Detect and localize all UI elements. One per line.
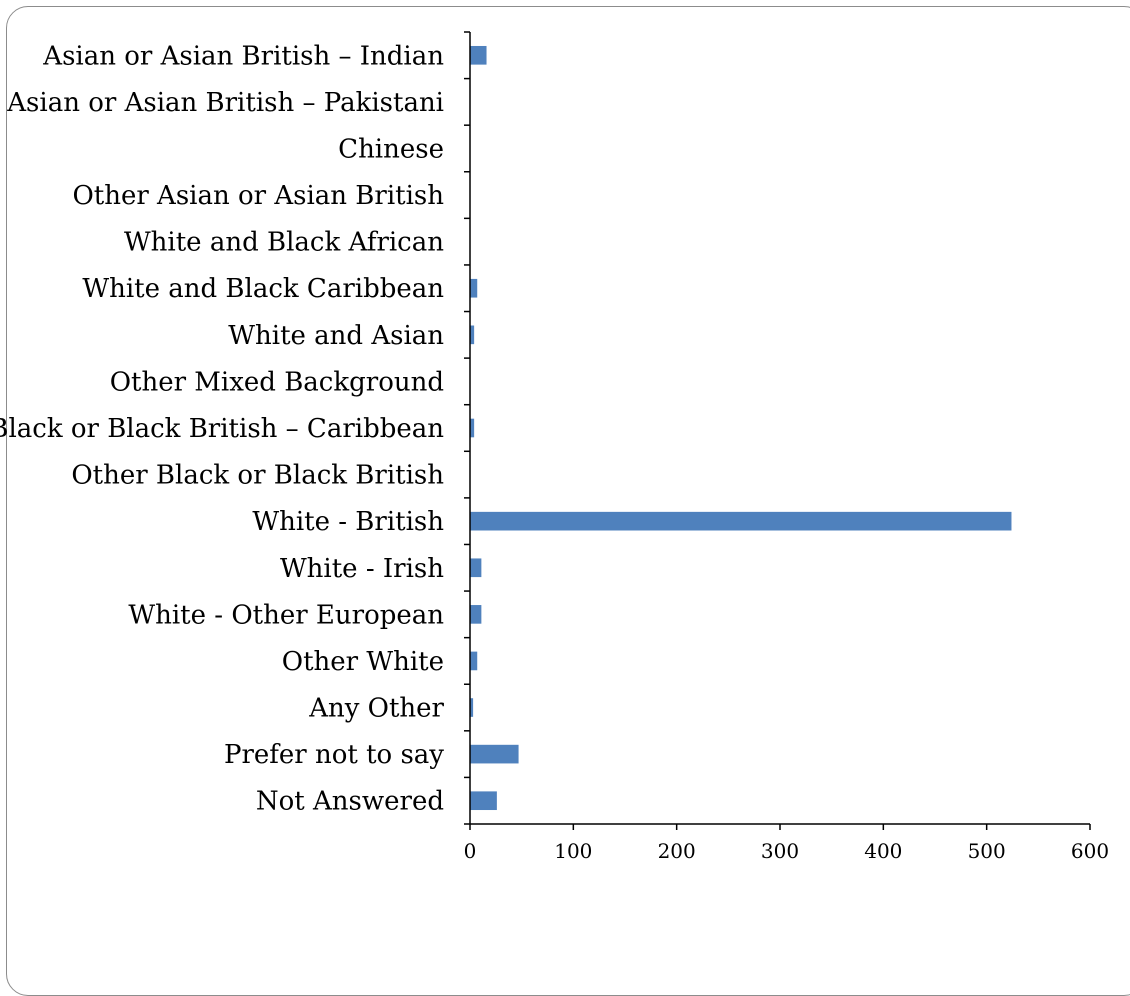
bar-12 bbox=[470, 605, 482, 624]
bar-8 bbox=[470, 418, 475, 438]
x-tick-label: 400 bbox=[864, 839, 902, 863]
category-label: Prefer not to say bbox=[224, 740, 444, 770]
category-label: White - Other European bbox=[128, 600, 444, 630]
bar-0 bbox=[470, 45, 487, 65]
category-label: White - British bbox=[252, 507, 444, 537]
bar-5 bbox=[470, 278, 478, 298]
category-label: White and Black African bbox=[124, 228, 444, 258]
category-label: White and Asian bbox=[228, 321, 444, 351]
category-labels-group: Asian or Asian British – Indian Asian or … bbox=[0, 41, 445, 816]
bar-11 bbox=[470, 558, 482, 578]
axes-group bbox=[464, 31, 1091, 830]
bars-group bbox=[470, 45, 1012, 811]
x-tick-label: 0 bbox=[464, 839, 477, 863]
bar-chart: Asian or Asian British – Indian Asian or … bbox=[0, 31, 1109, 863]
x-tick-label: 500 bbox=[968, 839, 1006, 863]
category-label: Asian or Asian British – Pakistani bbox=[6, 88, 444, 118]
category-label: Not Answered bbox=[256, 787, 444, 817]
category-label: Asian or Asian British – Indian bbox=[42, 41, 444, 71]
category-label: Other White bbox=[282, 647, 444, 677]
x-tick-label: 600 bbox=[1071, 839, 1109, 863]
category-label: Other Asian or Asian British bbox=[72, 181, 444, 211]
bar-16 bbox=[470, 791, 497, 811]
category-label: Other Mixed Background bbox=[110, 367, 444, 397]
bar-15 bbox=[470, 744, 519, 764]
category-label: White - Irish bbox=[280, 554, 444, 584]
bar-6 bbox=[470, 325, 475, 345]
chart-frame bbox=[6, 6, 1130, 996]
category-label: Any Other bbox=[308, 694, 444, 724]
category-label: Chinese bbox=[338, 134, 444, 164]
x-tick-label: 200 bbox=[658, 839, 696, 863]
x-tick-label: 100 bbox=[554, 839, 592, 863]
tick-labels-group: 0 100 200 300 400 500 600 bbox=[464, 839, 1109, 863]
bar-13 bbox=[470, 651, 478, 671]
category-label: Other Black or Black British bbox=[71, 461, 444, 491]
bar-14 bbox=[470, 698, 474, 717]
category-label: White and Black Caribbean bbox=[82, 274, 444, 304]
x-tick-label: 300 bbox=[761, 839, 799, 863]
bar-10 bbox=[470, 511, 1012, 531]
category-label: Black or Black British – Caribbean bbox=[0, 414, 444, 444]
